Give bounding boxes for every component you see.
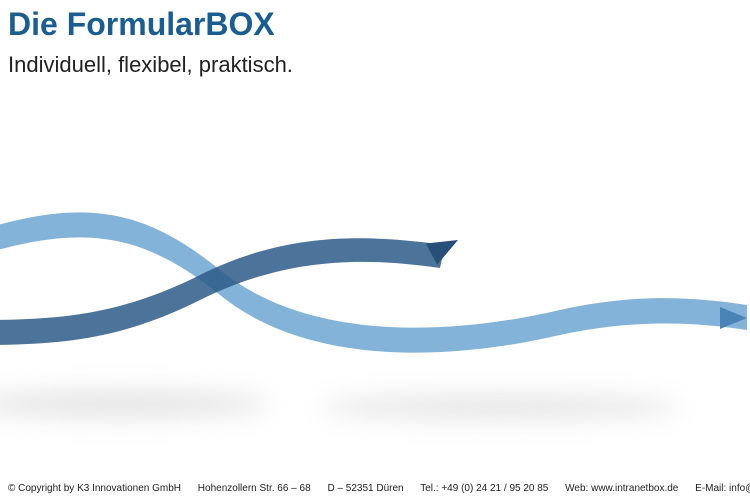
- footer-address-street: Hohenzollern Str. 66 – 68: [198, 483, 311, 494]
- page-title: Die FormularBOX: [8, 6, 275, 43]
- dark-ribbon: [0, 238, 445, 345]
- light-ribbon: [0, 212, 747, 352]
- shadow-blob: [320, 395, 680, 419]
- footer-email: E-Mail: info@intranetbox.de: [695, 483, 750, 494]
- shadow-blob: [0, 390, 270, 418]
- dark-ribbon-arrow-icon: [426, 229, 464, 264]
- light-ribbon-arrow-icon: [720, 307, 747, 329]
- footer-web: Web: www.intranetbox.de: [565, 483, 678, 494]
- footer-address-city: D – 52351 Düren: [327, 483, 403, 494]
- page-subtitle: Individuell, flexibel, praktisch.: [8, 52, 293, 78]
- footer-copyright: © Copyright by K3 Innovationen GmbH: [8, 483, 181, 494]
- footer-tel: Tel.: +49 (0) 24 21 / 95 20 85: [420, 483, 548, 494]
- footer: © Copyright by K3 Innovationen GmbH Hohe…: [0, 483, 750, 494]
